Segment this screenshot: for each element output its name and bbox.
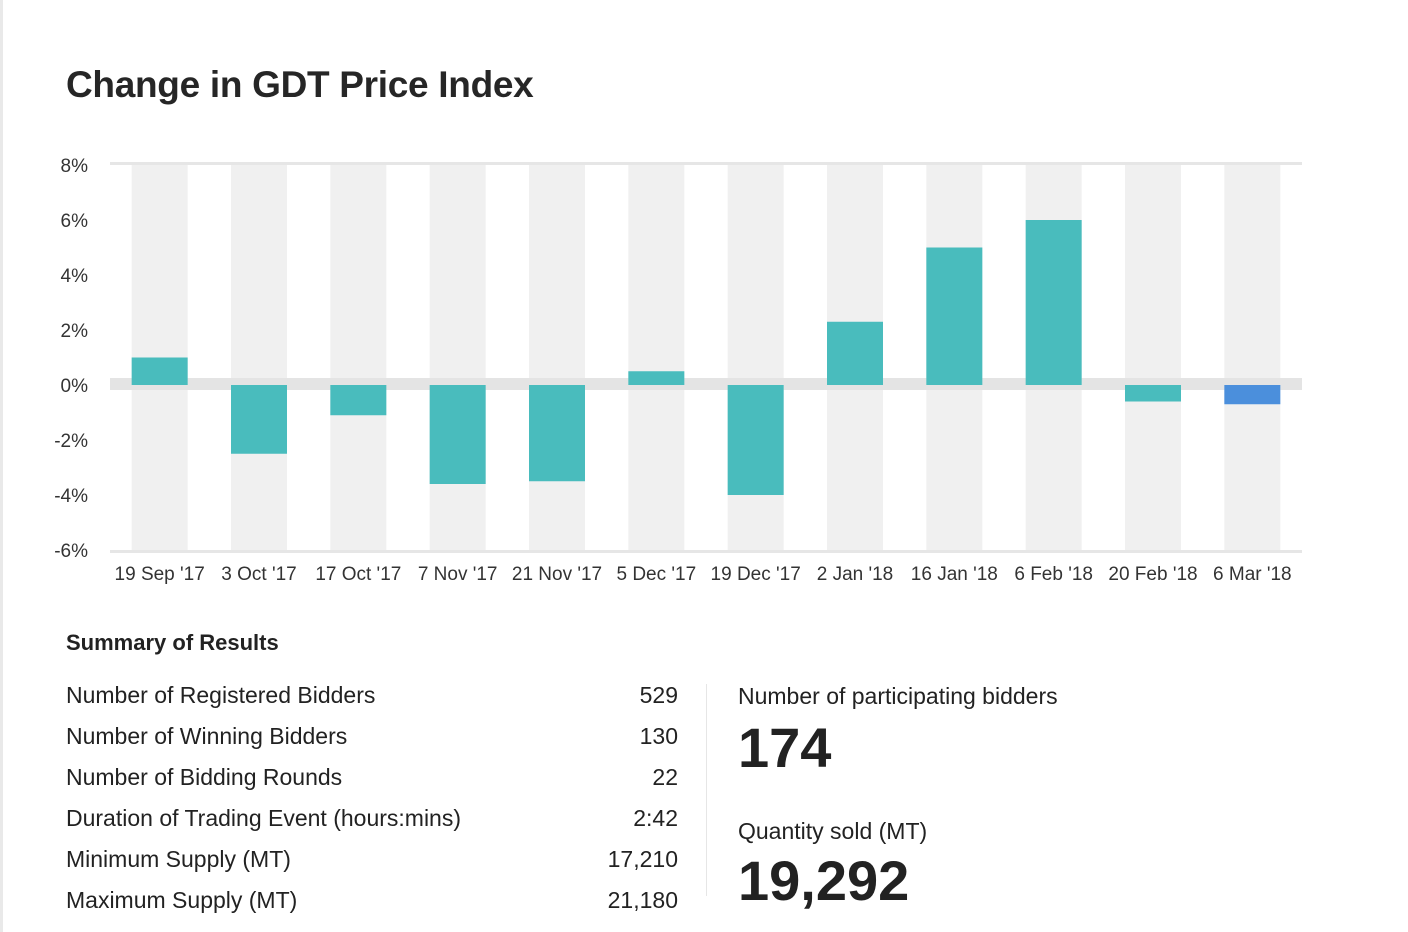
x-tick-label: 5 Dec '17	[616, 564, 696, 585]
bar	[926, 247, 983, 385]
x-tick-label: 6 Feb '18	[1014, 564, 1093, 585]
x-tick-label: 3 Oct '17	[221, 564, 296, 585]
stat-label: Duration of Trading Event (hours:mins)	[66, 805, 462, 831]
bar	[1125, 385, 1181, 402]
stat-row-registered-bidders: Number of Registered Bidders 529	[66, 682, 678, 723]
stat-value: 529	[639, 682, 678, 708]
x-tick-label: 19 Dec '17	[711, 564, 801, 585]
plot-top-border	[110, 162, 1302, 165]
column-stripe	[231, 165, 287, 550]
stat-row-bidding-rounds: Number of Bidding Rounds 22	[66, 764, 678, 805]
bar	[529, 385, 585, 482]
y-tick-label: 6%	[61, 211, 89, 232]
quantity-sold-label: Quantity sold (MT)	[738, 818, 928, 844]
bar	[1025, 220, 1082, 385]
page-title: Change in GDT Price Index	[66, 64, 534, 105]
stat-row-maximum-supply: Maximum Supply (MT) 21,180	[66, 887, 678, 928]
stat-row-duration: Duration of Trading Event (hours:mins) 2…	[66, 805, 678, 846]
column-stripe	[628, 165, 685, 550]
y-tick-label: -2%	[54, 431, 88, 452]
column-stripe	[429, 165, 486, 550]
summary-table: Number of Registered Bidders 529 Number …	[66, 682, 678, 928]
stat-value: 130	[639, 723, 678, 749]
bar	[330, 385, 387, 416]
column-stripe	[330, 165, 387, 550]
bar	[131, 357, 188, 385]
y-tick-label: 0%	[61, 376, 89, 397]
bar	[429, 385, 486, 484]
stat-label: Number of Winning Bidders	[66, 723, 348, 749]
participating-bidders-value: 174	[738, 716, 832, 779]
plot-bottom-border	[110, 550, 1302, 553]
quantity-sold-value: 19,292	[738, 849, 910, 912]
stat-row-winning-bidders: Number of Winning Bidders 130	[66, 723, 678, 764]
stat-label: Number of Registered Bidders	[66, 682, 376, 708]
summary-divider	[706, 684, 707, 896]
bar	[231, 385, 287, 454]
left-edge-border	[0, 0, 3, 932]
y-tick-label: -4%	[54, 486, 88, 507]
x-tick-label: 21 Nov '17	[512, 564, 602, 585]
price-index-chart: 8% 6% 4% 2% 0% -2% -4% -6% 19 Sep '17 3 Oct '17 17…	[54, 156, 1302, 585]
y-tick-label: 8%	[61, 156, 89, 177]
stat-label: Minimum Supply (MT)	[66, 846, 291, 872]
column-stripe	[529, 165, 585, 550]
x-tick-label: 7 Nov '17	[418, 564, 498, 585]
x-tick-label: 6 Mar '18	[1213, 564, 1292, 585]
x-tick-label: 17 Oct '17	[315, 564, 401, 585]
stat-row-minimum-supply: Minimum Supply (MT) 17,210	[66, 846, 678, 887]
stat-label: Maximum Supply (MT)	[66, 887, 298, 913]
stat-label: Number of Bidding Rounds	[66, 764, 343, 790]
x-tick-label: 2 Jan '18	[817, 564, 894, 585]
x-tick-label: 19 Sep '17	[115, 564, 205, 585]
column-stripe	[1224, 165, 1281, 550]
bar	[1224, 385, 1281, 405]
y-tick-label: 4%	[61, 266, 89, 287]
x-tick-label: 20 Feb '18	[1108, 564, 1197, 585]
summary-title: Summary of Results	[66, 630, 279, 655]
x-tick-label: 16 Jan '18	[911, 564, 998, 585]
bar	[628, 371, 685, 385]
zero-line	[110, 378, 1302, 390]
y-tick-label: -6%	[54, 541, 88, 562]
bar	[727, 385, 784, 495]
stat-value: 22	[652, 764, 678, 790]
stat-value: 17,210	[607, 846, 678, 872]
y-tick-label: 2%	[61, 321, 89, 342]
column-stripe	[1125, 165, 1181, 550]
stat-value: 21,180	[607, 887, 678, 913]
stat-value: 2:42	[633, 805, 678, 831]
bar	[827, 321, 883, 385]
participating-bidders-label: Number of participating bidders	[738, 683, 1058, 709]
